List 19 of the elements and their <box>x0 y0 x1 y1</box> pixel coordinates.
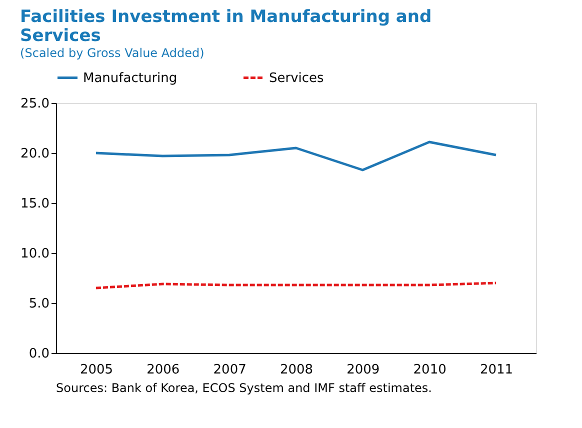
y-tick-label: 5.0 <box>28 296 50 312</box>
x-tick-label: 2008 <box>280 362 314 378</box>
chart-subtitle: (Scaled by Gross Value Added) <box>20 46 204 60</box>
chart-title: Facilities Investment in Manufacturing and Services <box>20 7 432 46</box>
y-tick-label: 10.0 <box>20 246 50 262</box>
y-tick-label: 0.0 <box>28 346 50 362</box>
x-tick-label: 2011 <box>480 362 514 378</box>
x-tick-label: 2007 <box>213 362 246 378</box>
y-tick-label: 15.0 <box>20 196 50 212</box>
x-tick-label: 2010 <box>413 362 446 378</box>
x-tick-label: 2006 <box>146 362 180 378</box>
legend-label: Services <box>269 70 324 86</box>
line-series <box>94 140 498 172</box>
y-tick-label: 20.0 <box>20 146 50 162</box>
x-tick-label: 2005 <box>80 362 114 378</box>
legend-label: Manufacturing <box>83 70 178 86</box>
source-note: Sources: Bank of Korea, ECOS System and IMF staff estimates. <box>56 381 432 395</box>
y-tick-label: 25.0 <box>20 96 50 112</box>
x-tick-label: 2009 <box>346 362 380 378</box>
